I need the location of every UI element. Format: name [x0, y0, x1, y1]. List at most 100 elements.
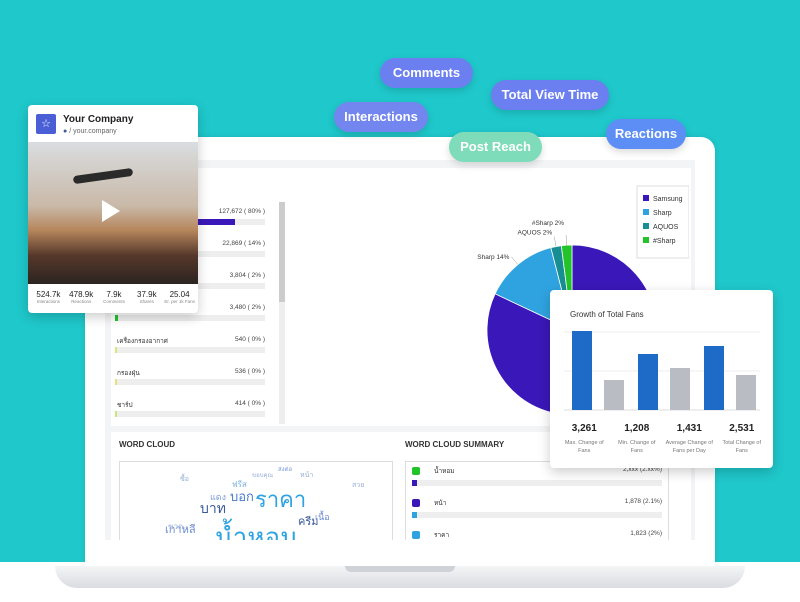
laptop-base: [55, 566, 745, 588]
summary-word: ราคา: [434, 532, 450, 539]
stat: 7.9k Comments: [98, 290, 131, 312]
leader: [565, 235, 567, 246]
bar: [736, 375, 756, 410]
stat-label: Interactions: [36, 299, 61, 304]
bar-graphic: [564, 331, 760, 411]
stat-value: 524.7k: [36, 290, 61, 299]
legend: Samsung Sharp AQUOS #Sharp: [636, 185, 689, 259]
play-icon[interactable]: [102, 200, 120, 222]
cloud-word: ฟรีส: [232, 480, 247, 489]
avatar: ☆: [36, 114, 56, 134]
slice-label: #Sharp 2%: [532, 220, 564, 227]
summary-icon: [412, 531, 420, 539]
keyword-row: 3,480 ( 2% ): [115, 298, 265, 328]
stat-value: 1,431: [676, 423, 702, 434]
legend-label: Samsung: [653, 196, 683, 203]
cloud-word: บอก: [230, 489, 254, 504]
keyword-row: กรองฝุ่น 536 ( 0% ): [115, 362, 265, 392]
keyword-value: 536 ( 0% ): [235, 368, 265, 375]
progress-bar: [115, 379, 117, 385]
stat-label: Total Change of Fans: [722, 440, 762, 454]
keyword-name: เครื่องกรองอากาศ: [117, 338, 168, 345]
legend-label: Sharp: [653, 210, 672, 217]
progress-track: [115, 411, 265, 417]
legend-swatch: [643, 237, 649, 243]
pill[interactable]: Reactions: [606, 119, 686, 149]
progress-track: [115, 315, 265, 321]
legend-swatch: [643, 209, 649, 215]
keyword-value: 414 ( 0% ): [235, 400, 265, 407]
summary-row: ราคา 1,823 (2%): [412, 530, 662, 540]
word-cloud-summary: น้ำหอม 2,xxx (2.xx%) หน้า 1,878 (2.1%) ราคา 1…: [405, 461, 669, 540]
word-cloud: ราคาน้ำหอม บาท บอกเกาหลี ครีม เนื้อ แดง ฟรีส หน…: [119, 461, 393, 540]
cloud-word: ส่งต่อ: [278, 467, 293, 473]
bar: [704, 346, 724, 410]
legend-label: #Sharp: [653, 238, 676, 245]
summary-word: น้ำหอม: [434, 468, 455, 475]
summary-icon: [412, 467, 420, 475]
post-stats: 524.7k Interactions 478.9k Reactions 7.9k Com…: [32, 290, 196, 312]
summary-word: หน้า: [434, 500, 447, 507]
stat-value: 37.9k: [137, 290, 157, 299]
cloud-word: สวย: [352, 482, 365, 489]
slice-label: AQUOS 2%: [518, 230, 553, 237]
pill[interactable]: Interactions: [334, 102, 428, 132]
legend-label: AQUOS: [653, 224, 679, 231]
keyword-value: 127,672 ( 80% ): [218, 208, 265, 215]
fans-card: Growth of Total Fans 3,261 Max. Change of…: [550, 290, 773, 468]
summary-swatch: [412, 480, 417, 486]
summary-row: น้ำหอม 2,xxx (2.xx%): [412, 466, 662, 496]
legend-swatch: [643, 223, 649, 229]
scrollbar: [279, 202, 285, 424]
progress-bar: [115, 315, 118, 321]
airplane: [72, 167, 134, 185]
stat: 478.9k Reactions: [65, 290, 98, 312]
legend-swatch: [643, 195, 649, 201]
progress-track: [115, 347, 265, 353]
leader: [511, 256, 519, 265]
cloud-word: เกาหลี: [165, 524, 196, 536]
leader: [553, 236, 557, 247]
stat-value: 2,531: [729, 423, 755, 434]
summary-row: หน้า 1,878 (2.1%): [412, 498, 662, 528]
stat-value: 1,208: [624, 423, 650, 434]
fans-stats: 3,261 Max. Change of Fans 1,208 Min. Change…: [558, 423, 768, 455]
pill[interactable]: Total View Time: [491, 80, 609, 110]
summary-icon: [412, 499, 420, 507]
bar: [638, 354, 658, 410]
stat-value: 7.9k: [106, 290, 122, 299]
laptop-notch: [345, 566, 455, 572]
cloud-word: ราคา: [255, 487, 307, 512]
keyword-name: ชาร์ป: [117, 402, 133, 409]
cloud-word: หน้า: [300, 472, 314, 479]
post-card: ☆ Your Company ● / your.company 524.7k In…: [28, 105, 198, 313]
summary-value: 2,xxx (2.xx%): [622, 466, 662, 473]
company-handle: ● / your.company: [63, 128, 117, 135]
stat-value: 25.04: [169, 290, 190, 299]
keyword-value: 3,480 ( 2% ): [229, 304, 265, 311]
pill[interactable]: Comments: [380, 58, 473, 88]
card-title: Growth of Total Fans: [570, 310, 644, 319]
cloud-word: บาท: [200, 500, 226, 516]
bar: [670, 368, 690, 410]
cloud-word: เนื้อ: [315, 512, 330, 522]
stat-label: Average Change of Fans per Day: [665, 440, 713, 454]
cloud-word: ครีม: [298, 516, 319, 528]
stat-value: 3,261: [571, 423, 597, 434]
keyword-value: 3,804 ( 2% ): [229, 272, 265, 279]
scroll-thumb: [279, 202, 285, 302]
cloud-word: ขอบคุณ: [252, 473, 274, 479]
keyword-row: ชาร์ป 414 ( 0% ): [115, 394, 265, 424]
cloud-word: แดง: [210, 492, 227, 502]
cloud-word: น้ำหอม: [215, 522, 298, 540]
stat: 37.9k Shares: [130, 290, 163, 312]
stat: 1,208 Min. Change of Fans: [611, 423, 664, 455]
stat-value: 478.9k: [69, 290, 94, 299]
stat: 25.04 Er. per 1k Fans: [163, 290, 196, 312]
pill[interactable]: Post Reach: [449, 132, 542, 162]
keyword-name: กรองฝุ่น: [117, 370, 140, 377]
cloud-word: ขวด: [168, 522, 184, 531]
summary-track: [412, 512, 662, 518]
progress-track: [115, 379, 265, 385]
